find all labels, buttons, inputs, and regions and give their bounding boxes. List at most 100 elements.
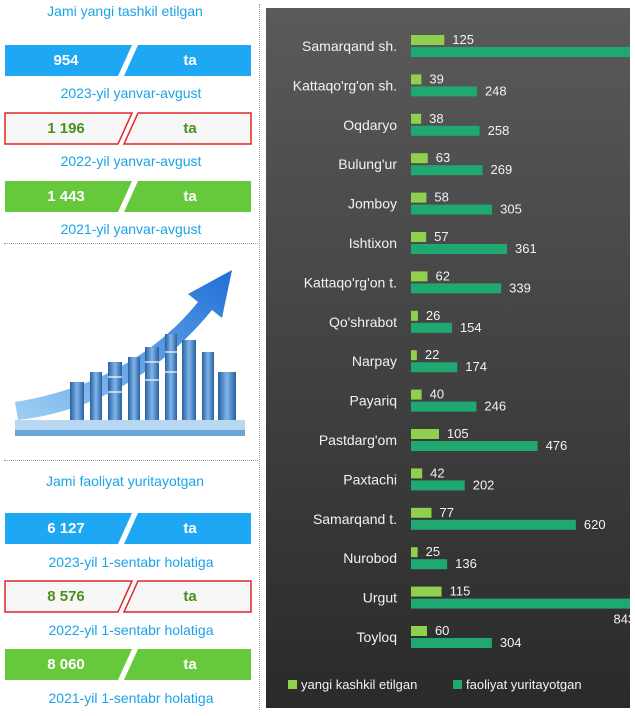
legend-label: faoliyat yuritayotgan (466, 677, 582, 692)
district-bar-chart: Samarqand sh.1251 192Kattaqo'rg'on sh.39… (266, 8, 630, 708)
category-label: Oqdaryo (343, 117, 397, 133)
category-label: Payariq (350, 393, 397, 409)
data-label: 22 (425, 347, 439, 362)
data-label: 269 (491, 162, 513, 177)
data-label: 105 (447, 426, 469, 441)
data-label: 77 (439, 505, 453, 520)
active-stat-caption: 2022-yil 1-sentabr holatiga (48, 622, 214, 638)
active-companies-title: Jami faoliyat yuritayotgan (46, 473, 204, 489)
stat-value: 1 196 (47, 120, 85, 137)
stat-unit: ta (183, 188, 197, 205)
legend-swatch (453, 680, 462, 689)
stat-value: 954 (53, 52, 79, 69)
active-stat-1: 6 127 ta (4, 512, 252, 545)
new-stat-caption: 2022-yil yanvar-avgust (60, 153, 202, 169)
bar-new (411, 468, 423, 479)
bar-new (411, 153, 428, 164)
category-label: Urgut (363, 590, 397, 606)
data-label: 476 (546, 438, 568, 453)
data-label: 202 (473, 477, 495, 492)
new-stat-caption: 2021-yil yanvar-avgust (60, 221, 202, 237)
chart-background (266, 8, 630, 708)
stat-unit: ta (183, 52, 197, 69)
bar-active (411, 283, 502, 294)
divider (4, 460, 258, 461)
data-label: 248 (485, 83, 507, 98)
category-label: Nurobod (343, 550, 397, 566)
category-label: Toyloq (357, 629, 397, 645)
divider (4, 243, 258, 244)
bar-new (411, 586, 442, 597)
growth-arrow-illustration (15, 270, 245, 436)
bar-active (411, 86, 477, 97)
data-label: 38 (429, 111, 443, 126)
category-label: Ishtixon (349, 235, 397, 251)
vertical-divider (259, 4, 260, 710)
data-label: 26 (426, 308, 440, 323)
data-label: 620 (584, 517, 606, 532)
data-label: 136 (455, 556, 477, 571)
category-label: Samarqand sh. (302, 38, 397, 54)
bar-active (411, 244, 508, 254)
data-label: 843 (613, 612, 630, 627)
bar-active (411, 322, 452, 333)
category-label: Kattaqo'rg'on t. (304, 274, 397, 290)
bar-new (411, 389, 422, 400)
data-label: 305 (500, 202, 522, 217)
data-label: 246 (484, 399, 506, 414)
left-panel: Jami yangi tashkil etilgan 954 ta 2023-yil… (0, 0, 262, 716)
category-label: Kattaqo'rg'on sh. (293, 77, 397, 93)
stat-value: 8 576 (47, 588, 85, 605)
category-label: Bulung'ur (338, 156, 397, 172)
bar-new (411, 310, 418, 321)
new-stat-1: 954 ta (4, 44, 252, 77)
bar-active (411, 362, 458, 373)
bar-new (411, 271, 428, 282)
bar-active (411, 204, 493, 215)
data-label: 58 (434, 190, 448, 205)
stat-value: 8 060 (47, 656, 85, 673)
bar-active (411, 559, 448, 570)
active-stat-caption: 2021-yil 1-sentabr holatiga (48, 690, 214, 706)
bar-active (411, 441, 538, 451)
category-label: Jomboy (348, 196, 397, 212)
stat-unit: ta (183, 656, 197, 673)
data-label: 60 (435, 623, 449, 638)
data-label: 115 (450, 584, 471, 599)
bar-new (411, 192, 427, 203)
stat-unit: ta (183, 520, 197, 537)
new-companies-title: Jami yangi tashkil etilgan (47, 3, 203, 19)
new-stat-2: 1 196 ta (4, 112, 252, 145)
data-label: 174 (465, 359, 487, 374)
legend-swatch (288, 680, 297, 689)
bar-active (411, 125, 480, 136)
category-label: Qo'shrabot (329, 314, 397, 330)
bar-new (411, 232, 427, 242)
bar-active (411, 47, 630, 57)
bar-new (411, 74, 422, 85)
bar-active (411, 401, 477, 412)
stat-value: 1 443 (47, 188, 85, 205)
new-stat-3: 1 443 ta (4, 180, 252, 213)
data-label: 40 (430, 387, 444, 402)
data-label: 42 (430, 465, 444, 480)
category-label: Paxtachi (343, 471, 397, 487)
data-label: 25 (426, 544, 440, 559)
active-stat-2: 8 576 ta (4, 580, 252, 613)
active-stat-caption: 2023-yil 1-sentabr holatiga (48, 554, 214, 570)
new-stat-caption: 2023-yil yanvar-avgust (60, 85, 202, 101)
data-label: 339 (509, 280, 531, 295)
bar-active (411, 480, 465, 491)
data-label: 154 (460, 320, 482, 335)
data-label: 39 (429, 71, 443, 86)
data-label: 304 (500, 635, 522, 650)
category-label: Pastdarg'om (319, 432, 397, 448)
data-label: 125 (452, 32, 474, 47)
bar-new (411, 113, 422, 124)
active-stat-3: 8 060 ta (4, 648, 252, 681)
bar-new (411, 507, 432, 518)
category-label: Samarqand t. (313, 511, 397, 527)
bar-new (411, 35, 445, 45)
bar-new (411, 626, 427, 636)
bar-new (411, 429, 439, 439)
